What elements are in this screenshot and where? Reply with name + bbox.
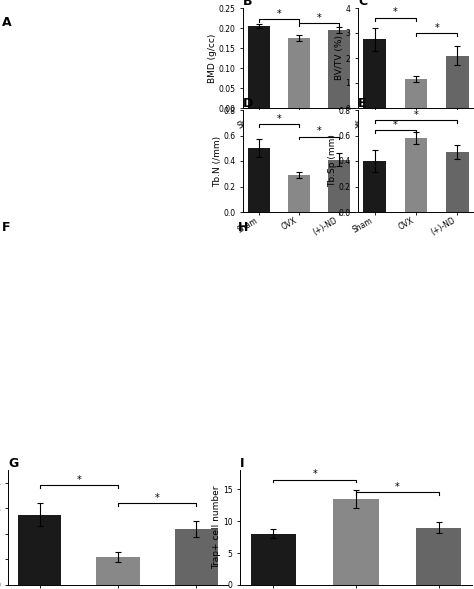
Text: H: H [238, 221, 248, 234]
Text: D: D [243, 97, 253, 110]
Bar [251, 534, 296, 585]
Text: C: C [358, 0, 367, 8]
Bar [363, 161, 386, 212]
Bar [248, 148, 270, 212]
Text: F: F [2, 221, 11, 234]
Text: B: B [243, 0, 253, 8]
Bar [328, 160, 350, 212]
Y-axis label: Tb.N (/mm): Tb.N (/mm) [213, 135, 222, 187]
Text: *: * [76, 475, 81, 485]
Bar [333, 499, 379, 585]
Text: I: I [240, 457, 245, 470]
Text: *: * [414, 110, 419, 120]
Bar [96, 557, 139, 585]
Text: *: * [395, 482, 400, 492]
Text: E: E [358, 97, 366, 110]
Bar [288, 175, 310, 212]
Text: *: * [434, 22, 439, 32]
Bar [446, 55, 469, 108]
Bar [328, 30, 350, 108]
Text: *: * [317, 13, 321, 23]
Y-axis label: Trap+ cell number: Trap+ cell number [212, 486, 221, 569]
Bar [248, 26, 270, 108]
Bar [416, 528, 462, 585]
Text: *: * [155, 492, 160, 502]
Text: *: * [277, 114, 282, 124]
Bar [18, 515, 61, 585]
Bar [175, 529, 218, 585]
Bar [363, 39, 386, 108]
Text: *: * [317, 126, 321, 136]
Bar [405, 138, 428, 212]
Text: *: * [277, 9, 282, 19]
Text: *: * [393, 120, 398, 130]
Y-axis label: BMD (g/cc): BMD (g/cc) [208, 34, 217, 82]
Text: G: G [8, 457, 18, 470]
Text: A: A [2, 16, 12, 29]
Y-axis label: BV/TV (%): BV/TV (%) [335, 35, 344, 81]
Bar [288, 38, 310, 108]
Bar [446, 152, 469, 212]
Y-axis label: Tb.Sp (mm): Tb.Sp (mm) [328, 134, 337, 187]
Text: *: * [393, 8, 398, 18]
Bar [405, 80, 428, 108]
Text: *: * [312, 469, 317, 479]
